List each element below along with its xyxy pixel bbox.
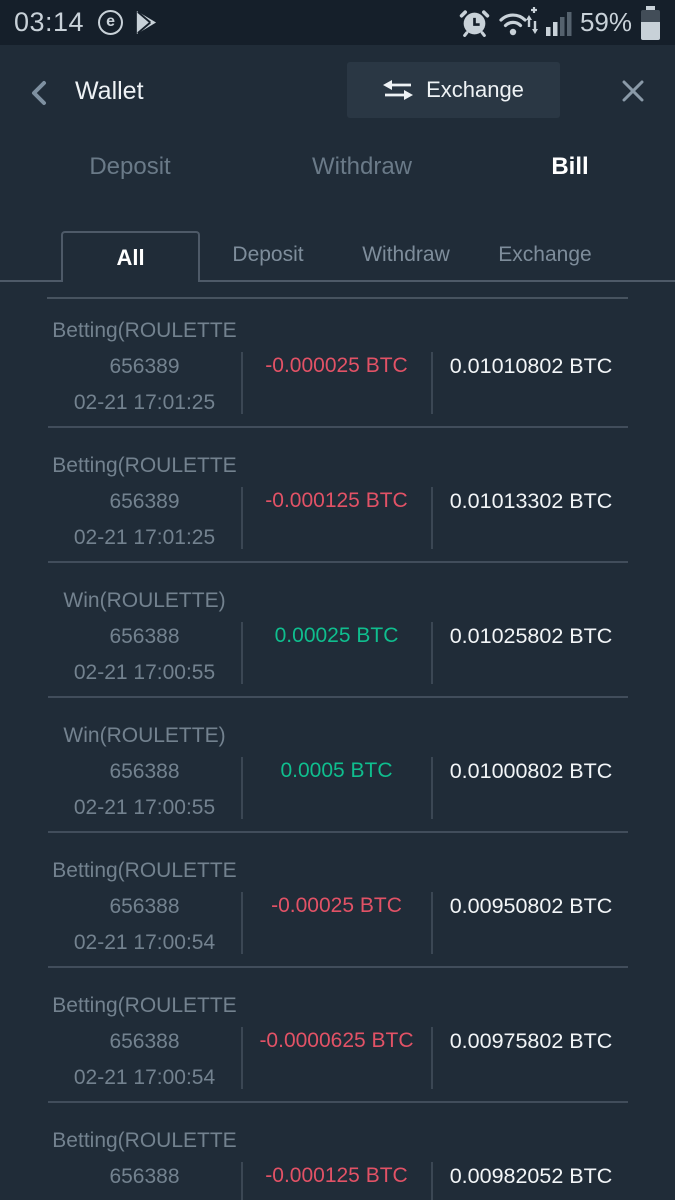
transaction-round-id: 656388 (109, 625, 180, 648)
column-divider (431, 352, 433, 414)
transaction-round-id: 656389 (109, 490, 180, 513)
list-top-divider (47, 297, 628, 299)
page-title: Wallet (75, 77, 144, 105)
transaction-balance: 0.01013302 BTC (449, 489, 613, 513)
transaction-balance: 0.01000802 BTC (449, 759, 613, 783)
tab-bill[interactable]: Bill (551, 153, 589, 180)
column-divider (241, 892, 243, 954)
status-bar: 03:14 e (0, 0, 675, 45)
transaction-type: Betting(ROULETTE (52, 454, 237, 477)
transaction-round-id: 656389 (109, 355, 180, 378)
table-row: Betting(ROULETTE 656389 02-21 17:01:25 -… (0, 428, 675, 563)
transaction-balance: 0.01010802 BTC (449, 354, 613, 378)
close-icon (622, 80, 644, 102)
transaction-info: Betting(ROULETTE 656388 (48, 1123, 241, 1195)
transaction-amount: -0.000025 BTC (265, 354, 408, 377)
column-divider (431, 757, 433, 819)
transaction-type: Win(ROULETTE) (63, 724, 226, 747)
tab-withdraw[interactable]: Withdraw (311, 153, 413, 180)
tab-deposit[interactable]: Deposit (89, 153, 171, 180)
transaction-list[interactable]: Betting(ROULETTE 656389 02-21 17:01:25 -… (0, 293, 675, 1200)
column-divider (241, 757, 243, 819)
transaction-balance: 0.00982052 BTC (449, 1164, 613, 1188)
wifi-data-icon (499, 6, 538, 35)
transaction-round-id: 656388 (109, 760, 180, 783)
transaction-amount: 0.0005 BTC (280, 759, 393, 782)
swap-arrows-icon (383, 80, 414, 100)
column-divider (431, 622, 433, 684)
transaction-info: Betting(ROULETTE 656389 02-21 17:01:25 (48, 313, 241, 421)
table-row: Betting(ROULETTE 656388 02-21 17:00:54 -… (0, 833, 675, 968)
column-divider (431, 1162, 433, 1200)
transaction-info: Betting(ROULETTE 656389 02-21 17:01:25 (48, 448, 241, 556)
table-row: Betting(ROULETTE 656388 02-21 17:00:54 -… (0, 968, 675, 1103)
column-divider (241, 622, 243, 684)
table-row: Betting(ROULETTE 656389 02-21 17:01:25 -… (0, 293, 675, 428)
transaction-amount: -0.000125 BTC (265, 489, 408, 512)
alarm-icon (459, 10, 490, 37)
filter-tab-all[interactable]: All (61, 231, 200, 282)
transaction-amount: -0.0000625 BTC (259, 1029, 414, 1052)
back-button[interactable] (22, 75, 58, 111)
transaction-info: Win(ROULETTE) 656388 02-21 17:00:55 (48, 718, 241, 826)
filter-tab-exchange[interactable]: Exchange (498, 243, 592, 266)
exchange-button[interactable]: Exchange (347, 62, 560, 118)
transaction-type: Win(ROULETTE) (63, 589, 226, 612)
transaction-amount: -0.00025 BTC (271, 894, 402, 917)
transaction-datetime: 02-21 17:00:55 (73, 661, 216, 684)
column-divider (431, 892, 433, 954)
exchange-button-label: Exchange (426, 77, 524, 102)
transaction-amount: 0.00025 BTC (274, 624, 399, 647)
transaction-type: Betting(ROULETTE (52, 994, 237, 1017)
signal-strength-icon (545, 11, 572, 36)
transaction-datetime: 02-21 17:00:54 (73, 1066, 216, 1089)
e-app-icon: e (98, 10, 124, 35)
column-divider (241, 487, 243, 549)
transaction-datetime: 02-21 17:00:55 (73, 796, 216, 819)
column-divider (431, 1027, 433, 1089)
column-divider (431, 487, 433, 549)
transaction-balance: 0.00975802 BTC (449, 1029, 613, 1053)
battery-percent: 59% (579, 7, 632, 37)
transaction-type: Betting(ROULETTE (52, 1129, 237, 1152)
transaction-info: Betting(ROULETTE 656388 02-21 17:00:54 (48, 853, 241, 961)
transaction-datetime: 02-21 17:00:54 (73, 931, 216, 954)
table-row: Betting(ROULETTE 656388 -0.000125 BTC 0.… (0, 1103, 675, 1200)
play-store-icon (136, 10, 157, 35)
column-divider (241, 352, 243, 414)
chevron-left-icon (32, 81, 46, 105)
transaction-info: Betting(ROULETTE 656388 02-21 17:00:54 (48, 988, 241, 1096)
transaction-type: Betting(ROULETTE (52, 319, 237, 342)
transaction-balance: 0.00950802 BTC (449, 894, 613, 918)
transaction-round-id: 656388 (109, 1030, 180, 1053)
transaction-datetime: 02-21 17:01:25 (73, 391, 216, 414)
table-row: Win(ROULETTE) 656388 02-21 17:00:55 0.00… (0, 563, 675, 698)
filter-tab-deposit[interactable]: Deposit (232, 243, 304, 266)
transaction-balance: 0.01025802 BTC (449, 624, 613, 648)
transaction-amount: -0.000125 BTC (265, 1164, 408, 1187)
transaction-round-id: 656388 (109, 1165, 180, 1188)
transaction-datetime: 02-21 17:01:25 (73, 526, 216, 549)
filter-tab-withdraw[interactable]: Withdraw (362, 243, 450, 266)
column-divider (241, 1162, 243, 1200)
close-button[interactable] (620, 78, 650, 108)
battery-icon (641, 5, 660, 40)
transaction-info: Win(ROULETTE) 656388 02-21 17:00:55 (48, 583, 241, 691)
filter-tabs-border (0, 280, 675, 282)
transaction-round-id: 656388 (109, 895, 180, 918)
clock-time: 03:14 (14, 7, 85, 37)
table-row: Win(ROULETTE) 656388 02-21 17:00:55 0.00… (0, 698, 675, 833)
transaction-type: Betting(ROULETTE (52, 859, 237, 882)
column-divider (241, 1027, 243, 1089)
filter-tab-all-label: All (116, 244, 145, 270)
